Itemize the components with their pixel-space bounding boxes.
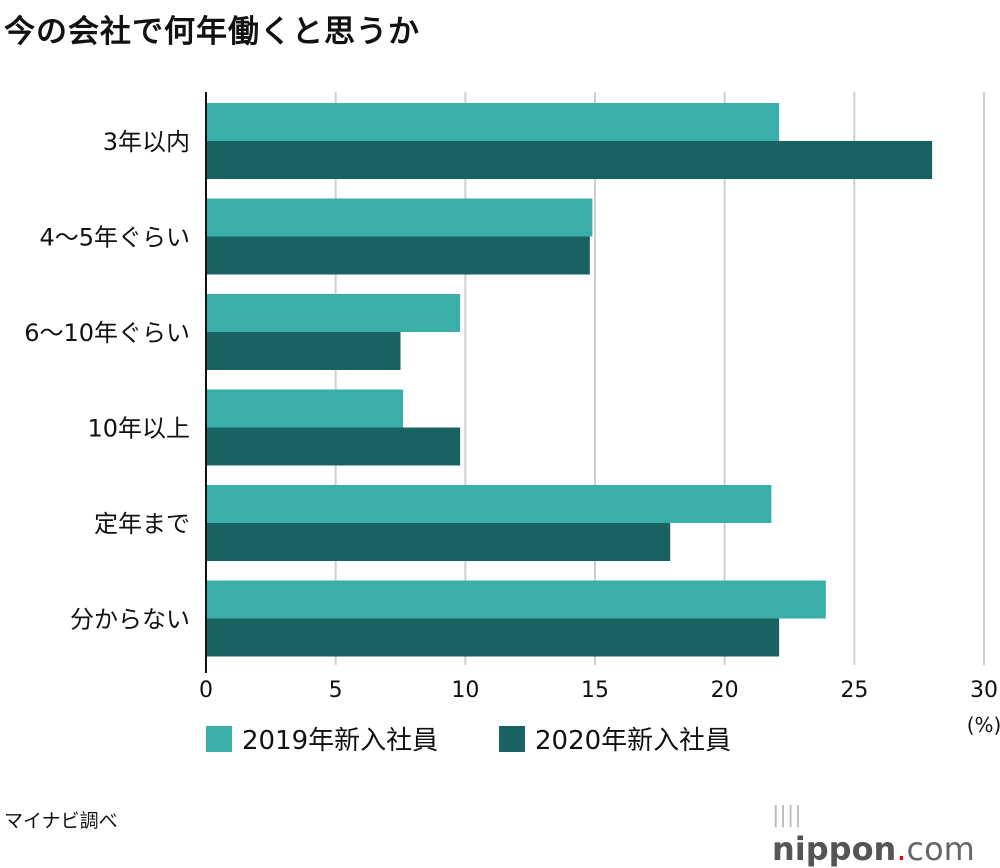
x-tick-label: 15 [581, 678, 609, 703]
nippon-logo: |||| nippon.com [772, 803, 975, 868]
chart-title: 今の会社で何年働くと思うか [4, 14, 420, 50]
category-label: 分からない [70, 606, 190, 634]
bar-2020 [206, 523, 671, 561]
x-tick-label: 30 [970, 678, 998, 703]
bar-chart: 0 5 10 15 20 25 30 (%) 3年以内 4〜5年ぐらい 6〜10年ぐらい 10年以上定… [24, 92, 1000, 737]
unit-label: (%) [967, 713, 1000, 737]
legend-label-2020: 2020年新入社員 [535, 726, 732, 756]
category-label: 3年以内 [103, 128, 190, 156]
x-tick-label: 20 [711, 678, 739, 703]
bar-2019 [206, 580, 826, 619]
bar-2020 [206, 618, 780, 657]
legend-item-2019: 2019年新入社員 [206, 720, 438, 757]
bar-2020 [206, 332, 401, 370]
legend-item-2020: 2020年新入社員 [499, 720, 731, 757]
bar-2020 [206, 236, 590, 275]
bar-2019 [206, 294, 461, 332]
x-tick-label: 5 [329, 678, 343, 703]
category-label: 定年まで [94, 510, 190, 538]
bar-2020 [206, 141, 933, 179]
legend-swatch-2019 [206, 725, 232, 752]
legend-label-2019: 2019年新入社員 [242, 726, 439, 756]
category-label: 6〜10年ぐらい [24, 319, 190, 347]
x-tick-label: 25 [840, 678, 868, 703]
bar-2019 [206, 103, 780, 141]
category-label: 10年以上 [87, 415, 190, 443]
bar-2020 [206, 427, 461, 466]
bar-2019 [206, 198, 593, 237]
x-tick-label: 10 [451, 678, 479, 703]
bar-2019 [206, 485, 772, 523]
bar-2019 [206, 389, 404, 428]
legend-swatch-2020 [499, 725, 525, 752]
x-tick-label: 0 [199, 678, 213, 703]
category-label: 4〜5年ぐらい [39, 224, 190, 252]
source-note: マイナビ調べ [4, 810, 118, 832]
